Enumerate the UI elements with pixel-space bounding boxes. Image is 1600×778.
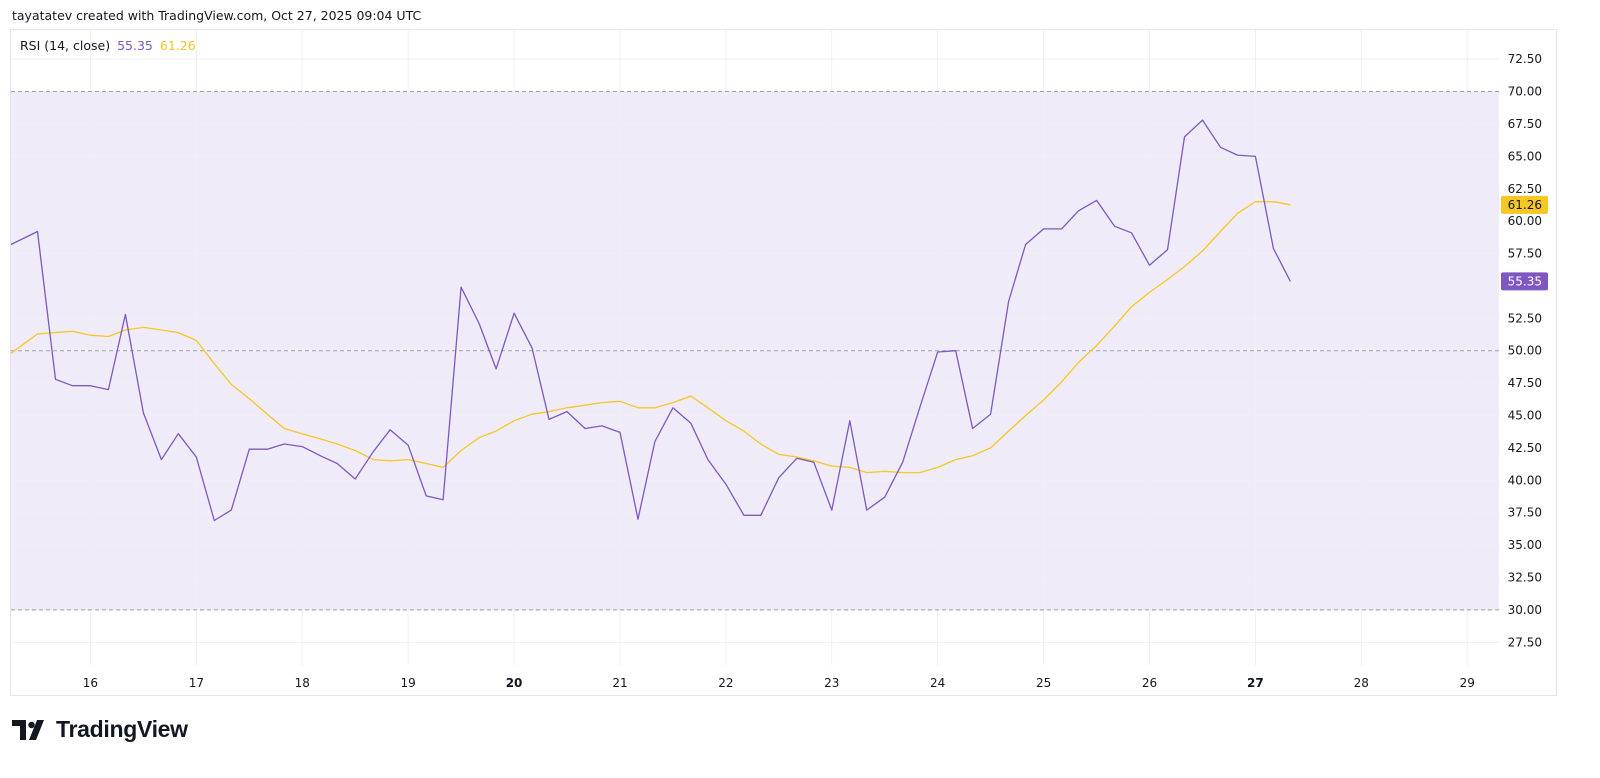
y-axis-tick-label: 70.00 (1508, 85, 1542, 99)
rsi-legend-value: 55.35 (117, 38, 153, 53)
chart-pane[interactable] (10, 29, 1557, 696)
y-axis-tick-label: 57.50 (1508, 247, 1542, 261)
indicator-legend[interactable]: RSI (14, close) 55.35 61.26 (20, 38, 196, 53)
x-axis-tick-label: 25 (1036, 676, 1051, 690)
indicator-label[interactable]: RSI (14, close) (20, 38, 111, 53)
y-axis-tick-label: 50.00 (1508, 344, 1542, 358)
x-axis-tick-label: 24 (930, 676, 945, 690)
rsi-last-value-label: 55.35 (1508, 274, 1542, 288)
y-axis-tick-label: 37.50 (1508, 506, 1542, 520)
y-axis-tick-label: 67.50 (1508, 117, 1542, 131)
x-axis-tick-label: 23 (824, 676, 839, 690)
y-axis-tick-label: 32.50 (1508, 571, 1542, 585)
y-axis-tick-label: 52.50 (1508, 311, 1542, 325)
rsi-chart[interactable]: 27.50 30.00 32.50 35.00 37.50 40.00 42.50 45.00… (0, 0, 1600, 700)
y-axis-tick-label: 30.00 (1508, 603, 1542, 617)
y-axis-tick-label: 62.50 (1508, 182, 1542, 196)
ma-legend-value: 61.26 (159, 38, 196, 53)
x-axis-tick-label: 17 (189, 676, 204, 690)
x-axis-tick-label: 28 (1354, 676, 1369, 690)
x-axis-tick-label: 29 (1460, 676, 1475, 690)
brand-name: TradingView (56, 716, 188, 742)
tradingview-logo-icon (12, 719, 44, 740)
y-axis-tick-label: 65.00 (1508, 149, 1542, 163)
x-axis-tick-label: 21 (612, 676, 627, 690)
y-axis-tick-label: 72.50 (1508, 52, 1542, 66)
y-axis-tick-label: 60.00 (1508, 214, 1542, 228)
y-axis-tick-label: 45.00 (1508, 409, 1542, 423)
y-axis-tick-label: 40.00 (1508, 473, 1542, 487)
x-axis-tick-label: 26 (1142, 676, 1157, 690)
x-axis-tick-label: 22 (718, 676, 733, 690)
rsi-last-value-badge (1501, 272, 1548, 291)
tradingview-brand[interactable]: TradingView (12, 716, 188, 743)
x-axis-tick-label: 18 (295, 676, 310, 690)
rsi-ma-line (10, 201, 1291, 474)
chart-credit: tayatatev created with TradingView.com, … (12, 8, 422, 23)
x-axis-tick-label: 19 (401, 676, 416, 690)
x-axis-tick-label: 16 (83, 676, 98, 690)
x-axis-tick-label: 27 (1247, 676, 1264, 690)
ma-last-value-badge (1501, 195, 1548, 214)
ma-last-value-label: 61.26 (1508, 198, 1542, 212)
rsi-line (10, 119, 1291, 522)
x-axis-tick-label: 20 (506, 676, 523, 690)
y-axis-tick-label: 47.50 (1508, 376, 1542, 390)
y-axis-tick-label: 42.50 (1508, 441, 1542, 455)
y-axis-tick-label: 27.50 (1508, 635, 1542, 649)
y-axis-tick-label: 35.00 (1508, 538, 1542, 552)
